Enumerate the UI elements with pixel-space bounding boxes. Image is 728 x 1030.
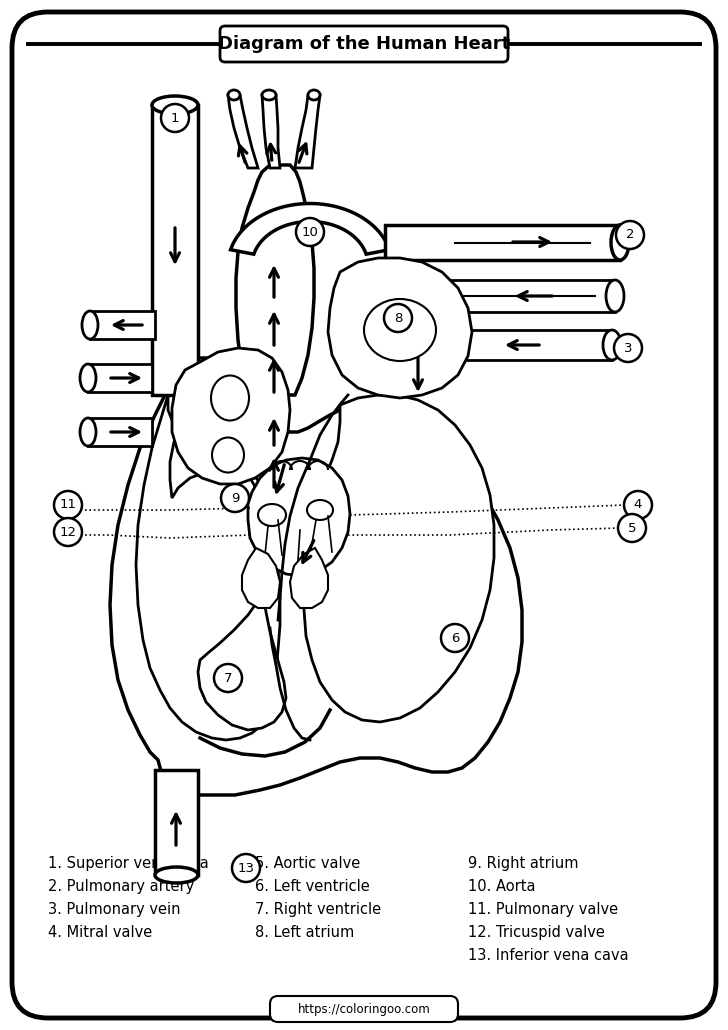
Text: 12. Tricuspid valve: 12. Tricuspid valve xyxy=(468,925,605,940)
Polygon shape xyxy=(295,95,320,168)
Ellipse shape xyxy=(82,311,98,339)
Polygon shape xyxy=(242,548,280,608)
Text: 1. Superior vena cava: 1. Superior vena cava xyxy=(48,856,209,871)
Text: 13: 13 xyxy=(237,861,255,874)
Text: 13. Inferior vena cava: 13. Inferior vena cava xyxy=(468,948,628,963)
Circle shape xyxy=(232,854,260,882)
Circle shape xyxy=(161,104,189,132)
Text: 2. Pulmonary artery: 2. Pulmonary artery xyxy=(48,879,194,894)
Bar xyxy=(155,770,198,876)
Text: https://coloringoo.com: https://coloringoo.com xyxy=(298,1002,430,1016)
Text: 2: 2 xyxy=(626,229,634,241)
Bar xyxy=(385,225,620,260)
Text: 6. Left ventricle: 6. Left ventricle xyxy=(255,879,370,894)
Ellipse shape xyxy=(258,504,286,526)
Circle shape xyxy=(296,218,324,246)
Ellipse shape xyxy=(211,376,249,420)
Ellipse shape xyxy=(155,867,198,883)
Ellipse shape xyxy=(212,438,244,473)
Text: 9: 9 xyxy=(231,491,240,505)
Text: 7. Right ventricle: 7. Right ventricle xyxy=(255,902,381,917)
FancyBboxPatch shape xyxy=(270,996,458,1022)
Polygon shape xyxy=(170,392,286,730)
Circle shape xyxy=(618,514,646,542)
Text: 4: 4 xyxy=(634,499,642,512)
Text: 1: 1 xyxy=(171,111,179,125)
Text: Diagram of the Human Heart: Diagram of the Human Heart xyxy=(218,35,510,53)
Ellipse shape xyxy=(262,90,276,100)
Circle shape xyxy=(616,221,644,249)
FancyBboxPatch shape xyxy=(220,26,508,62)
Ellipse shape xyxy=(606,280,624,312)
Polygon shape xyxy=(328,258,472,398)
Text: 7: 7 xyxy=(223,672,232,685)
Bar xyxy=(152,105,198,394)
Text: 5: 5 xyxy=(628,521,636,535)
Ellipse shape xyxy=(80,364,96,392)
Ellipse shape xyxy=(611,225,629,260)
Circle shape xyxy=(384,304,412,332)
Circle shape xyxy=(214,664,242,692)
Bar xyxy=(415,330,612,360)
Text: 8. Left atrium: 8. Left atrium xyxy=(255,925,355,940)
Text: 6: 6 xyxy=(451,631,459,645)
Polygon shape xyxy=(290,548,328,608)
FancyBboxPatch shape xyxy=(12,12,716,1018)
Polygon shape xyxy=(304,394,494,722)
Ellipse shape xyxy=(307,500,333,520)
Text: 12: 12 xyxy=(60,525,76,539)
Circle shape xyxy=(54,491,82,519)
Text: 9. Right atrium: 9. Right atrium xyxy=(468,856,579,871)
Ellipse shape xyxy=(228,90,240,100)
Polygon shape xyxy=(262,95,280,168)
Bar xyxy=(88,364,152,392)
Text: 8: 8 xyxy=(394,311,402,324)
Text: 3. Pulmonary vein: 3. Pulmonary vein xyxy=(48,902,181,917)
Bar xyxy=(400,280,615,312)
Polygon shape xyxy=(228,95,258,168)
Ellipse shape xyxy=(603,330,621,360)
Polygon shape xyxy=(236,165,314,394)
Ellipse shape xyxy=(152,96,198,114)
Polygon shape xyxy=(231,204,389,254)
Text: 11: 11 xyxy=(60,499,76,512)
Text: 3: 3 xyxy=(624,342,632,354)
Circle shape xyxy=(624,491,652,519)
Bar xyxy=(88,418,152,446)
Ellipse shape xyxy=(80,418,96,446)
Text: 5. Aortic valve: 5. Aortic valve xyxy=(255,856,360,871)
Circle shape xyxy=(441,624,469,652)
Ellipse shape xyxy=(364,299,436,360)
Ellipse shape xyxy=(308,90,320,100)
Polygon shape xyxy=(248,458,350,576)
Polygon shape xyxy=(136,394,280,740)
Circle shape xyxy=(54,518,82,546)
Text: 10. Aorta: 10. Aorta xyxy=(468,879,536,894)
Polygon shape xyxy=(172,348,290,484)
Circle shape xyxy=(614,334,642,362)
Polygon shape xyxy=(110,358,522,795)
Bar xyxy=(90,311,155,339)
Text: 4. Mitral valve: 4. Mitral valve xyxy=(48,925,152,940)
Text: 10: 10 xyxy=(301,226,318,239)
Circle shape xyxy=(221,484,249,512)
Text: 11. Pulmonary valve: 11. Pulmonary valve xyxy=(468,902,618,917)
